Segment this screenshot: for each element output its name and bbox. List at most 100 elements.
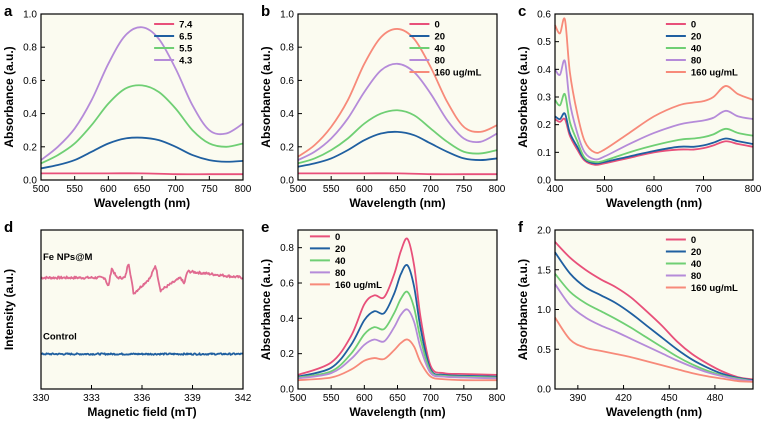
x-tick-label: 750: [455, 184, 472, 195]
y-tick-label: 0.2: [537, 120, 551, 131]
x-tick-label: 500: [596, 184, 613, 195]
y-axis-label: Absorbance (a.u.): [259, 46, 273, 147]
x-tick-label: 700: [167, 184, 184, 195]
x-axis-label: Wavelength (nm): [606, 405, 702, 419]
series-line-f-3: [554, 283, 754, 382]
series-line-c-1: [554, 112, 754, 165]
x-tick-label: 450: [661, 393, 678, 404]
series-line-e-0: [297, 237, 498, 376]
y-tick-label: 0.8: [280, 43, 294, 54]
y-tick-label: 0.0: [280, 176, 294, 187]
y-axis-label: Absorbance (a.u.): [2, 46, 16, 147]
x-tick-label: 800: [489, 393, 506, 404]
x-tick-label: 330: [33, 393, 50, 404]
series-line-f-1: [554, 251, 754, 382]
panel-c: 400 500 600 700 8000.00.10.20.30.40.50.6Wave…: [516, 3, 762, 210]
plot-area: [555, 230, 753, 389]
x-tick-label: 420: [615, 393, 632, 404]
series-line-a-3: [40, 26, 244, 161]
y-tick-label: 0.6: [537, 10, 551, 21]
x-tick-label: 480: [707, 393, 724, 404]
legend-label: 160 ug/mL: [691, 283, 738, 294]
x-tick-label: 342: [235, 393, 252, 404]
x-tick-label: 700: [422, 393, 439, 404]
series-line-f-0: [554, 241, 754, 381]
x-tick-label: 333: [83, 393, 100, 404]
x-tick-label: 800: [745, 184, 762, 195]
y-tick-label: 0.2: [280, 349, 294, 360]
y-tick-label: 1.0: [280, 10, 294, 21]
x-tick-label: 650: [134, 184, 151, 195]
legend-label: 0: [335, 232, 340, 243]
panel-a: 500 550 600 650 700 750 800 0.0 0.2 0.4 0.6 0.8 1.0 W…: [2, 3, 252, 210]
series-line-e-4: [297, 338, 498, 382]
trace-annotation: Fe NPs@M: [43, 252, 92, 263]
y-tick-label: 0.8: [23, 43, 37, 54]
x-tick-label: 650: [389, 184, 406, 195]
x-tick-label: 500: [290, 393, 307, 404]
x-tick-label: 650: [389, 393, 406, 404]
legend-label: 80: [691, 55, 702, 66]
series-line-d-0: [40, 263, 244, 295]
y-tick-label: 1.5: [537, 265, 551, 276]
x-tick-label: 550: [323, 184, 340, 195]
y-tick-label: 0.6: [23, 76, 37, 87]
y-tick-label: 1.0: [23, 10, 37, 21]
y-axis-label: Absorbance (a.u.): [259, 259, 273, 360]
x-tick-label: 700: [422, 184, 439, 195]
x-tick-label: 600: [356, 184, 373, 195]
x-tick-label: 800: [489, 184, 506, 195]
panel-label: d: [4, 219, 13, 236]
y-axis-label: Intensity (a.u.): [2, 269, 16, 350]
panel-label: c: [518, 3, 526, 20]
x-tick-label: 700: [695, 184, 712, 195]
y-tick-label: 0.8: [280, 243, 294, 254]
legend-label: 7.4: [179, 19, 193, 30]
panel-d: 330 333 336 339 342 Magnetic field (mT) Intens…: [2, 219, 252, 419]
series-line-b-1: [297, 130, 498, 168]
panel-label: f: [518, 219, 524, 236]
x-axis-label: Wavelength (nm): [94, 196, 190, 210]
x-tick-label: 336: [134, 393, 151, 404]
y-tick-label: 0.4: [280, 109, 294, 120]
legend-label: 40: [691, 43, 702, 54]
x-tick-label: 550: [323, 393, 340, 404]
legend-label: 20: [691, 31, 702, 42]
series-line-b-4: [297, 28, 498, 158]
plot-area: [555, 14, 753, 180]
y-tick-label: 0.1: [537, 148, 551, 159]
x-axis-label: Wavelength (nm): [349, 405, 445, 419]
panel-label: b: [261, 3, 270, 20]
legend-label: 20: [335, 244, 346, 255]
y-tick-label: 0.5: [537, 37, 551, 48]
y-axis-label: Absorbance (a.u.): [516, 259, 530, 360]
x-tick-label: 800: [235, 184, 252, 195]
panel-label: e: [261, 219, 269, 236]
legend-label: 160 ug/mL: [434, 67, 481, 78]
panel-label: a: [4, 3, 13, 20]
x-tick-label: 600: [100, 184, 117, 195]
x-tick-label: 339: [184, 393, 201, 404]
x-tick-label: 750: [201, 184, 218, 195]
series-line-f-4: [554, 316, 754, 383]
series-line-e-3: [297, 308, 498, 380]
x-tick-label: 390: [570, 393, 587, 404]
panel-f: 390 420 450 480 0.0 0.5 1.0 1.5 2.0 Wavelength (n…: [516, 219, 754, 419]
legend-label: 6.5: [179, 31, 193, 42]
x-tick-label: 500: [33, 184, 50, 195]
y-tick-label: 0.4: [23, 109, 37, 120]
y-tick-label: 2.0: [537, 226, 551, 237]
y-tick-label: 0.3: [537, 93, 551, 104]
series-line-d-1: [40, 352, 244, 356]
y-tick-label: 0.2: [280, 142, 294, 153]
x-tick-label: 550: [66, 184, 83, 195]
legend-label: 80: [434, 55, 445, 66]
series-line-a-0: [41, 172, 243, 176]
series-line-b-3: [297, 62, 498, 161]
legend-label: 20: [691, 247, 702, 258]
legend-label: 20: [434, 31, 445, 42]
trace-annotation: Control: [43, 332, 77, 343]
y-tick-label: 0.2: [23, 142, 37, 153]
legend-label: 0: [691, 235, 696, 246]
